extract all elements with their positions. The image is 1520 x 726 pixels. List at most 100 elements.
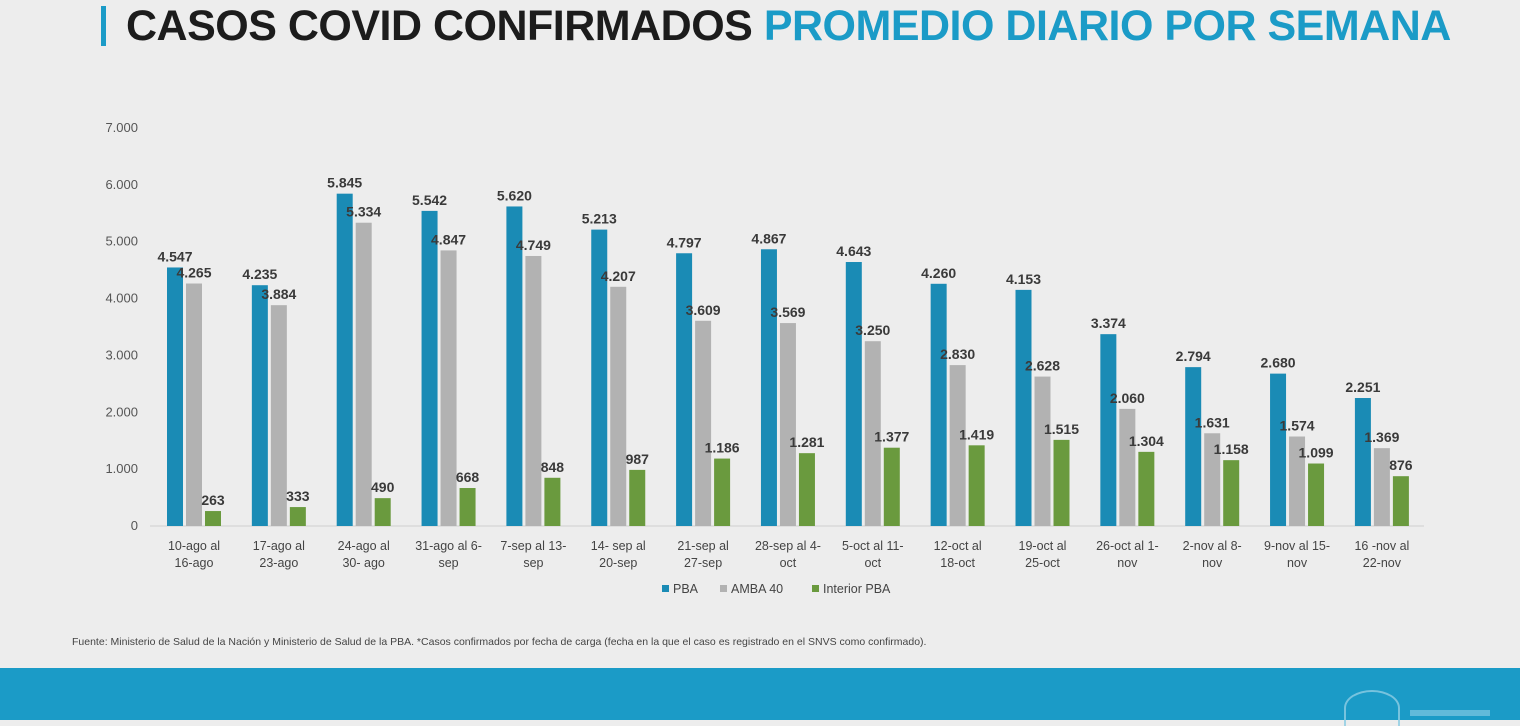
bar-amba-40 xyxy=(525,255,542,527)
bar-value-label: 1.304 xyxy=(1129,433,1164,449)
bar-value-label: 4.153 xyxy=(1006,271,1041,287)
bar-pba xyxy=(1270,373,1287,526)
bar-pba xyxy=(421,210,438,527)
bar-value-label: 490 xyxy=(371,479,395,495)
bar-value-label: 1.099 xyxy=(1299,445,1334,461)
x-tick-label: 9-nov al 15- xyxy=(1264,539,1330,553)
bar-interior-pba xyxy=(798,453,815,526)
bar-value-label: 1.369 xyxy=(1364,429,1399,445)
x-tick-label: 30- ago xyxy=(342,556,384,570)
bar-value-label: 987 xyxy=(626,451,650,467)
footer-wordmark xyxy=(1410,710,1490,716)
bar-amba-40 xyxy=(440,250,457,526)
bar-pba xyxy=(676,253,693,526)
bar-value-label: 1.574 xyxy=(1280,418,1315,434)
bar-value-label: 2.628 xyxy=(1025,358,1060,374)
legend-label: PBA xyxy=(673,582,699,596)
bar-value-label: 4.260 xyxy=(921,265,956,281)
bar-value-label: 2.060 xyxy=(1110,390,1145,406)
legend-swatch xyxy=(720,585,727,592)
y-tick-label: 2.000 xyxy=(105,404,138,419)
bar-amba-40 xyxy=(610,286,627,526)
bar-value-label: 4.547 xyxy=(157,248,192,264)
bar-value-label: 4.235 xyxy=(242,266,277,282)
bar-value-label: 333 xyxy=(286,488,310,504)
bar-pba xyxy=(1100,334,1117,526)
bar-value-label: 4.867 xyxy=(751,230,786,246)
bar-amba-40 xyxy=(1034,376,1051,526)
y-tick-label: 1.000 xyxy=(105,461,138,476)
bar-interior-pba xyxy=(968,445,985,526)
bar-value-label: 5.620 xyxy=(497,187,532,203)
bar-pba xyxy=(1185,367,1202,526)
bar-value-label: 4.749 xyxy=(516,237,551,253)
y-tick-label: 6.000 xyxy=(105,177,138,192)
x-tick-label: nov xyxy=(1287,556,1308,570)
legend-label: AMBA 40 xyxy=(731,582,783,596)
bar-value-label: 4.797 xyxy=(667,234,702,250)
x-tick-label: 17-ago al xyxy=(253,539,305,553)
bar-amba-40 xyxy=(1119,408,1136,526)
bar-pba xyxy=(930,283,947,526)
y-tick-label: 0 xyxy=(131,518,138,533)
bar-value-label: 5.334 xyxy=(346,204,381,220)
bar-pba xyxy=(591,229,608,527)
bar-amba-40 xyxy=(355,222,372,526)
bar-value-label: 1.419 xyxy=(959,426,994,442)
bar-interior-pba xyxy=(1053,439,1070,526)
bar-interior-pba xyxy=(374,498,391,526)
page-title: CASOS COVID CONFIRMADOS PROMEDIO DIARIO … xyxy=(126,2,1451,51)
y-tick-label: 4.000 xyxy=(105,291,138,306)
bar-value-label: 2.251 xyxy=(1345,379,1380,395)
bar-amba-40 xyxy=(1373,448,1390,526)
x-tick-label: sep xyxy=(438,556,458,570)
legend-swatch xyxy=(662,585,669,592)
x-tick-label: 18-oct xyxy=(940,556,975,570)
bar-value-label: 1.281 xyxy=(789,434,824,450)
y-tick-label: 7.000 xyxy=(105,120,138,135)
bar-value-label: 3.374 xyxy=(1091,315,1126,331)
bar-value-label: 4.207 xyxy=(601,268,636,284)
bar-value-label: 3.884 xyxy=(261,286,296,302)
bar-value-label: 3.569 xyxy=(770,304,805,320)
x-tick-label: 26-oct al 1- xyxy=(1096,539,1159,553)
x-tick-label: 16-ago xyxy=(175,556,214,570)
bar-interior-pba xyxy=(1308,463,1325,526)
bar-value-label: 2.680 xyxy=(1261,355,1296,371)
y-tick-label: 3.000 xyxy=(105,347,138,362)
bar-value-label: 1.515 xyxy=(1044,421,1079,437)
legend-swatch xyxy=(812,585,819,592)
bar-pba xyxy=(1354,398,1371,526)
bar-value-label: 2.830 xyxy=(940,346,975,362)
bar-value-label: 2.794 xyxy=(1176,348,1211,364)
footer-band xyxy=(0,668,1520,726)
x-tick-label: 27-sep xyxy=(684,556,722,570)
x-tick-label: 22-nov xyxy=(1363,556,1402,570)
x-tick-label: oct xyxy=(780,556,797,570)
bar-value-label: 3.250 xyxy=(855,322,890,338)
bar-pba xyxy=(506,206,523,526)
bar-amba-40 xyxy=(779,323,796,526)
bar-amba-40 xyxy=(270,305,287,526)
x-tick-label: 2-nov al 8- xyxy=(1183,539,1242,553)
bar-value-label: 1.377 xyxy=(874,429,909,445)
bar-value-label: 1.186 xyxy=(705,440,740,456)
bar-pba xyxy=(1015,289,1032,526)
bar-interior-pba xyxy=(205,511,221,526)
x-tick-label: 31-ago al 6- xyxy=(415,539,482,553)
bar-value-label: 5.542 xyxy=(412,192,447,208)
bar-pba xyxy=(845,262,862,526)
bar-interior-pba xyxy=(1392,476,1409,526)
bar-interior-pba xyxy=(289,507,306,526)
x-tick-label: 16 -nov al xyxy=(1354,539,1409,553)
bar-value-label: 876 xyxy=(1389,457,1413,473)
x-tick-label: 7-sep al 13- xyxy=(500,539,566,553)
title-bar: CASOS COVID CONFIRMADOS PROMEDIO DIARIO … xyxy=(0,0,1520,64)
bar-interior-pba xyxy=(1138,451,1155,526)
bar-value-label: 3.609 xyxy=(686,302,721,318)
bar-pba xyxy=(167,267,183,526)
bar-interior-pba xyxy=(714,458,731,526)
bar-chart: 0 1.000 2.000 3.000 4.000 5.000 6.000 7.000 4.54… xyxy=(105,120,1424,596)
title-sub: PROMEDIO DIARIO POR SEMANA xyxy=(763,2,1452,50)
bar-interior-pba xyxy=(629,469,646,526)
